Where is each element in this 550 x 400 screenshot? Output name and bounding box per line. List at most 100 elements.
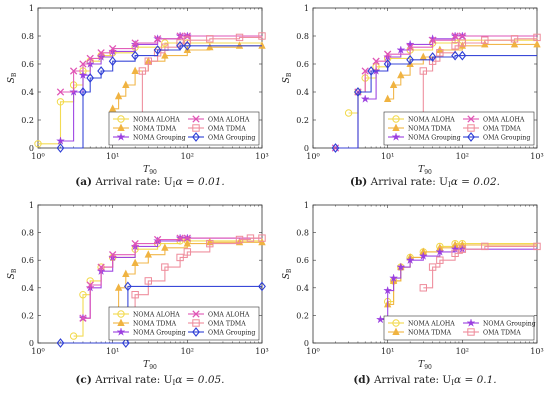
legend-label: NOMA ALOHA <box>408 117 455 124</box>
data-point <box>79 291 87 299</box>
data-point <box>451 32 459 40</box>
legend-label: NOMA Grouping <box>133 135 186 142</box>
data-point <box>258 32 266 40</box>
series-line <box>365 35 537 100</box>
data-point <box>481 242 489 251</box>
series-line <box>410 37 538 132</box>
y-tick-label: 0 <box>29 339 34 348</box>
legend-marker <box>117 115 125 123</box>
data-point <box>183 248 192 256</box>
legend-entry: OMA ALOHA <box>188 310 250 319</box>
legend-marker <box>467 328 475 336</box>
data-point <box>161 51 169 59</box>
y-axis-label-sub: B <box>286 72 293 77</box>
legend-entry: OMA ALOHA <box>463 115 525 124</box>
caption-sub: I <box>173 181 176 189</box>
caption-text: Arrival rate: U <box>371 374 452 386</box>
series-line <box>60 35 262 93</box>
legend-marker <box>467 115 475 123</box>
legend-entry: NOMA TDMA <box>113 318 177 328</box>
legend-entry: NOMA ALOHA <box>113 115 180 124</box>
legend-label: OMA TDMA <box>483 126 521 133</box>
data-point <box>56 136 65 145</box>
y-tick-label: 0.4 <box>296 284 309 293</box>
series-oma-aloha <box>79 234 262 322</box>
data-point <box>481 40 489 48</box>
data-point <box>235 235 244 244</box>
data-point <box>383 94 392 102</box>
series-oma-tdma <box>122 234 266 327</box>
y-tick-label: 0.6 <box>21 256 34 265</box>
legend-entry: OMA TDMA <box>463 124 521 133</box>
x-tick-label: 10¹ <box>106 347 119 356</box>
data-point <box>183 32 191 40</box>
data-point <box>86 281 94 289</box>
legend-label: NOMA Grouping <box>408 135 461 142</box>
plot-frame <box>37 204 263 344</box>
data-point <box>344 109 353 117</box>
series-oma-grouping <box>56 281 266 348</box>
legend-label: NOMA ALOHA <box>408 321 455 328</box>
data-point <box>109 251 117 259</box>
legend-marker <box>392 115 400 123</box>
data-point <box>375 314 385 324</box>
legend-entry: NOMA Grouping <box>113 327 186 337</box>
data-point <box>481 36 489 44</box>
data-point <box>389 273 399 282</box>
data-point <box>436 256 444 264</box>
data-point <box>458 50 467 61</box>
legend-label: NOMA ALOHA <box>133 117 180 124</box>
x-axis-label: T90 <box>418 360 432 371</box>
data-point <box>69 332 78 340</box>
data-point <box>183 239 192 247</box>
legend-entry: OMA ALOHA <box>188 115 250 124</box>
x-axis-label-sub: 90 <box>424 364 432 371</box>
legend-marker <box>391 132 401 141</box>
series-line <box>380 248 537 321</box>
caption-sub: I <box>451 379 454 387</box>
caption-text: Arrival rate: U <box>92 176 173 188</box>
legend-label: NOMA TDMA <box>408 126 452 133</box>
legend-box <box>383 315 535 341</box>
data-point <box>56 98 65 106</box>
legend-marker <box>116 132 126 141</box>
data-point <box>176 32 184 40</box>
data-point <box>397 70 405 79</box>
data-point <box>34 140 42 148</box>
legend-entry: NOMA TDMA <box>388 327 452 337</box>
y-axis-label: SB <box>282 268 293 279</box>
legend-marker <box>392 327 400 336</box>
series-noma-grouping <box>375 244 537 324</box>
data-point <box>153 45 162 55</box>
x-tick-label: 10² <box>181 347 194 356</box>
x-tick-label: 10⁰ <box>306 152 319 161</box>
caption-rest: α = 0.1. <box>454 374 497 386</box>
data-point <box>161 263 169 271</box>
data-point <box>383 59 392 69</box>
data-point <box>109 44 117 53</box>
legend-entry: OMA TDMA <box>463 328 521 337</box>
data-point <box>206 35 214 43</box>
panel-caption: (c) Arrival rate: UIα = 0.05. <box>75 374 224 387</box>
caption-text: Arrival rate: U <box>367 176 448 188</box>
caption-tag: (c) <box>75 374 91 386</box>
caption-tag: (b) <box>350 176 367 188</box>
data-point <box>458 32 466 40</box>
data-point <box>153 35 162 43</box>
y-tick-label: 0.6 <box>296 60 309 69</box>
x-tick-label: 10¹ <box>106 152 119 161</box>
legend-label: OMA ALOHA <box>483 117 525 124</box>
series-oma-aloha <box>56 32 262 96</box>
data-point <box>258 281 266 292</box>
legend-marker <box>192 319 200 327</box>
chart-panel-d: 0 0.2 0.4 0.6 0.8 1 10⁰ 10¹ 10² 10³ T90 SB NOMA ALOH… <box>282 201 544 387</box>
legend-entry: NOMA Grouping <box>113 132 186 142</box>
data-point <box>121 338 130 348</box>
data-point <box>122 269 130 278</box>
data-point <box>114 91 123 100</box>
y-tick-label: 0 <box>304 339 309 348</box>
legend-label: OMA TDMA <box>483 330 521 337</box>
caption-sub: I <box>448 181 451 189</box>
data-point <box>176 253 184 262</box>
data-point <box>124 281 132 292</box>
